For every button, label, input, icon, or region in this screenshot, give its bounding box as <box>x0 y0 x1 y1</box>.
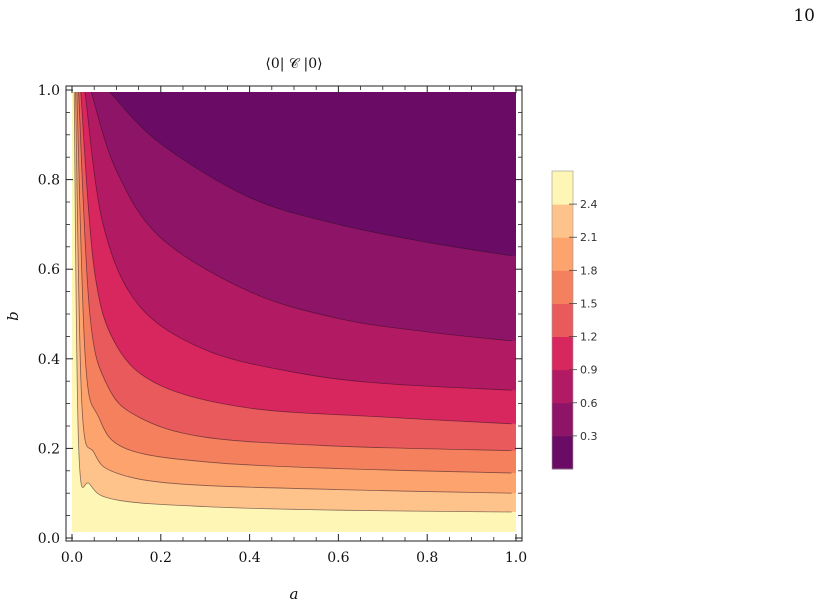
tick-labels: 0.0 0.2 0.4 0.6 0.8 1.0 0.0 0.2 0.4 0.6 0.8 1.0 <box>38 83 527 566</box>
contour-line-1.2 <box>80 92 512 425</box>
colorbar-label: 2.4 <box>580 198 598 211</box>
colorbar-segment <box>552 270 573 304</box>
colorbar: 0.3 0.6 0.9 1.2 1.5 1.8 2.1 2.4 <box>551 170 598 470</box>
colorbar-label: 0.9 <box>580 364 598 377</box>
y-tick-label: 0.4 <box>38 352 60 368</box>
colorbar-segment <box>552 237 573 271</box>
colorbar-segment <box>552 303 573 338</box>
y-axis-label: b <box>4 311 22 321</box>
colorbar-label: 2.1 <box>580 231 598 244</box>
band-level-0.3 <box>109 92 516 256</box>
x-tick-label: 0.8 <box>416 550 438 566</box>
contour-line-1.8 <box>76 92 512 474</box>
x-tick-label: 0.0 <box>61 550 83 566</box>
contour-line-0.3 <box>109 92 512 257</box>
colorbar-segment <box>552 336 573 371</box>
contour-line-2.4 <box>73 92 512 513</box>
contour-line-2.1 <box>75 92 512 494</box>
colorbar-label: 1.2 <box>580 331 598 344</box>
colorbar-label: 1.5 <box>580 297 598 310</box>
page-number: 10 <box>793 6 815 26</box>
chart-title: ⟨0| 𝒞 |0⟩ <box>265 56 322 72</box>
y-tick-label: 0.6 <box>38 262 60 278</box>
y-tick-label: 0.8 <box>38 173 60 189</box>
colorbar-segment <box>552 204 573 238</box>
colorbar-label: 0.6 <box>580 397 598 410</box>
x-tick-label: 0.4 <box>238 550 260 566</box>
colorbar-frame <box>551 170 574 470</box>
colorbar-label: 1.8 <box>580 264 598 277</box>
x-axis-label: a <box>290 585 299 603</box>
y-tick-label: 1.0 <box>38 83 60 99</box>
colorbar-segment <box>552 171 573 205</box>
y-tick-label: 0.2 <box>38 441 60 457</box>
y-tick-label: 0.0 <box>38 531 60 547</box>
contour-bands <box>72 92 516 532</box>
x-tick-label: 0.6 <box>327 550 349 566</box>
contour-line-0.9 <box>84 92 512 391</box>
colorbar-segment <box>552 402 573 437</box>
colorbar-label: 0.3 <box>580 430 598 443</box>
contour-line-1.5 <box>78 92 512 451</box>
contour-lines <box>73 92 512 513</box>
contour-line-0.6 <box>90 92 512 342</box>
x-tick-label: 0.2 <box>150 550 172 566</box>
x-tick-label: 1.0 <box>505 550 527 566</box>
colorbar-segment <box>552 435 573 470</box>
colorbar-segment <box>552 369 573 404</box>
axis-ticks <box>66 86 522 541</box>
